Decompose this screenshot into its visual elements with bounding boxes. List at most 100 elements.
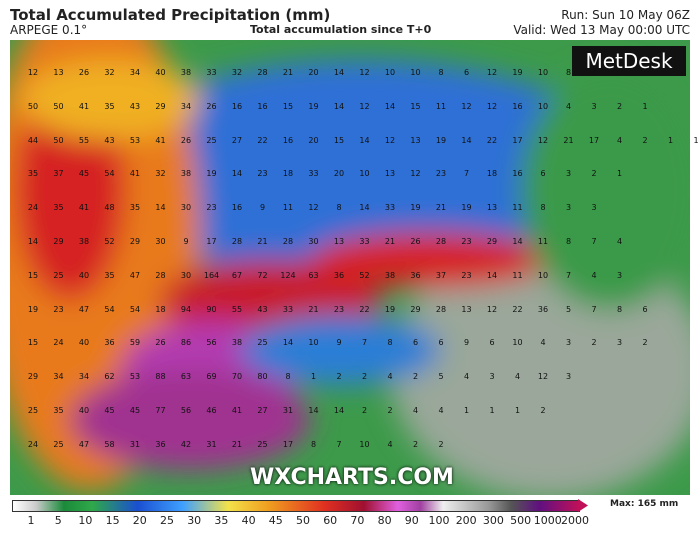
map-value: 17 bbox=[588, 135, 600, 145]
map-value: 12 bbox=[27, 68, 39, 77]
map-value: 30 bbox=[180, 203, 192, 213]
map-value: 29 bbox=[410, 304, 421, 314]
colorbar bbox=[12, 500, 580, 512]
map-value: 25 bbox=[257, 338, 268, 348]
map-value: 6 bbox=[438, 338, 444, 348]
map-value: 86 bbox=[180, 338, 192, 348]
map-value: 10 bbox=[359, 169, 370, 179]
map-value: 56 bbox=[180, 406, 192, 415]
map-value: 4 bbox=[514, 372, 521, 382]
map-value: 14 bbox=[333, 101, 345, 111]
colorbar-label: 35 bbox=[214, 514, 229, 527]
map-value: 50 bbox=[27, 101, 39, 111]
map-value: 20 bbox=[308, 68, 319, 77]
map-value: 21 bbox=[384, 237, 396, 246]
map-value: 35 bbox=[104, 101, 115, 111]
map-value: 32 bbox=[104, 68, 115, 77]
map-value: 20 bbox=[333, 169, 345, 179]
map-value: 14 bbox=[486, 270, 498, 280]
map-value: 38 bbox=[384, 270, 396, 280]
map-value: 33 bbox=[206, 68, 217, 77]
map-value: 62 bbox=[104, 372, 115, 382]
map-value: 4 bbox=[616, 237, 623, 246]
map-value: 3 bbox=[591, 101, 597, 111]
map-value: 40 bbox=[78, 270, 90, 280]
map-value: 14 bbox=[512, 237, 523, 246]
map-value: 59 bbox=[129, 338, 141, 348]
map-value: 30 bbox=[180, 270, 192, 280]
map-value: 14 bbox=[282, 338, 294, 348]
map-value: 28 bbox=[231, 237, 243, 246]
map-value: 4 bbox=[463, 372, 470, 382]
map-value: 11 bbox=[537, 237, 549, 246]
map-value: 50 bbox=[53, 101, 64, 111]
map-value: 5 bbox=[438, 372, 444, 382]
map-value: 25 bbox=[27, 406, 39, 415]
map-value: 10 bbox=[308, 338, 319, 348]
map-value: 8 bbox=[336, 203, 342, 213]
map-value: 54 bbox=[104, 304, 115, 314]
map-value: 10 bbox=[537, 101, 549, 111]
map-value: 55 bbox=[231, 304, 243, 314]
map-value: 33 bbox=[308, 169, 319, 179]
map-value: 9 bbox=[463, 338, 470, 348]
map-value: 16 bbox=[257, 101, 268, 111]
map-value: 33 bbox=[282, 304, 294, 314]
map-value: 8 bbox=[310, 439, 317, 449]
map-value: 3 bbox=[565, 203, 572, 213]
map-value: 77 bbox=[155, 406, 166, 415]
map-value: 21 bbox=[282, 68, 294, 77]
map-value: 16 bbox=[282, 135, 294, 145]
map-value: 15 bbox=[333, 135, 345, 145]
map-value: 19 bbox=[206, 169, 217, 179]
map-value: 8 bbox=[565, 237, 572, 246]
map-value: 1 bbox=[489, 406, 495, 415]
map-value: 45 bbox=[78, 169, 90, 179]
map-value: 16 bbox=[231, 101, 243, 111]
map-value: 24 bbox=[27, 439, 39, 449]
map-value: 41 bbox=[155, 135, 166, 145]
map-value: 10 bbox=[537, 270, 549, 280]
map-value: 23 bbox=[333, 304, 345, 314]
map-value: 28 bbox=[155, 270, 166, 280]
map-value: 30 bbox=[308, 237, 319, 246]
map-value: 17 bbox=[282, 439, 294, 449]
colorbar-label: 50 bbox=[296, 514, 310, 527]
map-value: 35 bbox=[104, 270, 115, 280]
map-value: 14 bbox=[359, 203, 370, 213]
map-value: 69 bbox=[206, 372, 217, 382]
map-value: 4 bbox=[540, 338, 546, 348]
map-value: 35 bbox=[53, 406, 64, 415]
map-value: 2 bbox=[616, 101, 623, 111]
map-value: 24 bbox=[27, 203, 39, 213]
map-value: 36 bbox=[155, 439, 166, 449]
map-value: 26 bbox=[410, 237, 421, 246]
run: Run: Sun 10 May 06Z bbox=[561, 8, 690, 22]
map-value: 47 bbox=[78, 439, 90, 449]
map-value: 46 bbox=[206, 406, 217, 415]
map-value: 10 bbox=[410, 68, 421, 77]
map-value: 4 bbox=[591, 270, 597, 280]
map-value: 11 bbox=[512, 203, 523, 213]
map-value: 3 bbox=[489, 372, 495, 382]
map-value: 2 bbox=[591, 169, 597, 179]
map-value: 3 bbox=[565, 169, 572, 179]
map-value: 14 bbox=[333, 406, 345, 415]
map-value: 9 bbox=[183, 237, 189, 246]
map-value: 36 bbox=[537, 304, 549, 314]
map-value: 80 bbox=[257, 372, 268, 382]
map-value: 13 bbox=[333, 237, 345, 246]
map-value: 15 bbox=[27, 338, 39, 348]
map-value: 2 bbox=[412, 439, 419, 449]
map-value: 11 bbox=[282, 203, 294, 213]
map-value: 2 bbox=[642, 135, 648, 145]
map-value: 52 bbox=[359, 270, 370, 280]
map-value: 124 bbox=[280, 270, 296, 280]
map-value: 38 bbox=[78, 237, 90, 246]
colorbar-label: 100 bbox=[428, 514, 450, 527]
map-value: 8 bbox=[438, 68, 444, 77]
map-value: 16 bbox=[512, 169, 523, 179]
map-value: 41 bbox=[78, 101, 90, 111]
colorbar-label: 45 bbox=[268, 514, 283, 527]
map-value: 28 bbox=[282, 237, 294, 246]
